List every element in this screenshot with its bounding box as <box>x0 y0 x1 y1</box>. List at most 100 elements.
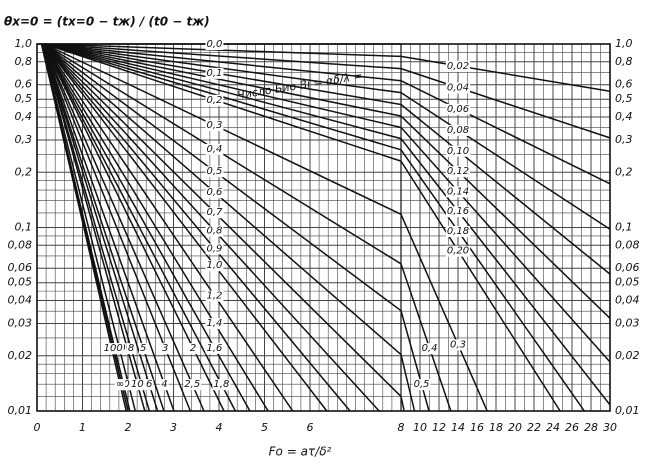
line-label: 2 <box>190 343 196 354</box>
y-tick-label: 0,04 <box>615 294 640 307</box>
series-line <box>400 103 611 275</box>
line-label-bg <box>412 379 431 391</box>
series-line <box>400 126 611 363</box>
y-tick-label: 0,3 <box>615 133 633 146</box>
line-label-bg <box>445 60 471 72</box>
line-label-bg <box>205 260 224 272</box>
series-line <box>44 43 402 129</box>
line-label-bg <box>205 243 224 255</box>
series-line <box>400 149 585 412</box>
line-label-bg <box>205 290 224 302</box>
line-label-bg <box>160 343 170 355</box>
y-tick-label: 0,05 <box>8 276 33 289</box>
line-label-bg <box>205 225 224 237</box>
series-line <box>400 310 430 412</box>
line-label-bg <box>205 318 224 330</box>
y-tick-label: 0,02 <box>615 349 640 362</box>
y-axis-label: θx=0 = (tx=0 − tж) / (t0 − tж) <box>4 15 210 29</box>
line-label-bg <box>420 343 439 355</box>
line-label: 0,5 <box>414 379 430 390</box>
y-tick-label: 0,03 <box>615 316 640 329</box>
line-label-bg <box>212 379 231 391</box>
line-label: 0,3 <box>206 120 222 131</box>
line-label: 100 <box>104 343 123 354</box>
line-label: 0,02 <box>447 61 469 72</box>
line-label-bg <box>183 379 202 391</box>
line-label: 0,14 <box>447 186 469 197</box>
x-tick-label: 12 <box>432 421 446 434</box>
line-label: 4 <box>161 379 167 390</box>
x-tick-label: 8 <box>398 421 405 434</box>
line-label: 1,0 <box>206 260 222 271</box>
line-label-bg <box>449 339 467 351</box>
line-label-bg <box>129 379 145 391</box>
series-line <box>43 43 402 398</box>
line-label: 0,8 <box>206 226 222 237</box>
y-tick-label: 0,02 <box>8 349 33 362</box>
line-label: ∞ <box>116 379 124 390</box>
line-label: 0,04 <box>447 83 469 94</box>
x-tick-label: 3 <box>170 421 177 434</box>
series-line <box>41 43 159 412</box>
line-label: 1,6 <box>206 343 222 354</box>
y-tick-label: 0,01 <box>8 404 33 417</box>
x-tick-label: 10 <box>413 421 427 434</box>
y-tick-label: 0,8 <box>615 55 633 68</box>
line-label-bg <box>205 342 224 354</box>
line-label: 0,2 <box>206 95 222 106</box>
series-line <box>43 43 351 412</box>
series-line <box>44 43 402 117</box>
y-tick-label: 0,2 <box>15 165 33 178</box>
line-label-bg <box>160 379 169 391</box>
y-tick-label: 0,5 <box>15 92 33 105</box>
x-tick-label: 16 <box>470 421 484 434</box>
line-label: 0,08 <box>447 125 469 136</box>
line-label: 0,4 <box>206 144 222 155</box>
line-label-bg <box>205 166 224 178</box>
series-line <box>43 43 402 356</box>
y-tick-label: 0,08 <box>615 238 640 251</box>
line-label: 2,5 <box>184 379 200 390</box>
line-label-bg <box>144 379 154 391</box>
x-tick-label: 26 <box>565 421 579 434</box>
line-label: 0,5 <box>206 166 222 177</box>
y-tick-label: 0,01 <box>615 404 640 417</box>
y-tick-label: 0,06 <box>615 261 640 274</box>
x-tick-label: 5 <box>261 421 268 434</box>
x-tick-label: 18 <box>489 421 503 434</box>
y-tick-label: 1,0 <box>615 37 633 50</box>
series-line <box>44 43 402 58</box>
series-line <box>43 43 328 412</box>
x-tick-label: 28 <box>584 421 598 434</box>
line-label-bg <box>102 343 124 355</box>
line-label-bg <box>205 39 224 50</box>
line-label-bg <box>445 166 471 178</box>
series-line <box>400 92 611 230</box>
line-label-bg <box>138 343 148 355</box>
y-tick-label: 0,6 <box>615 78 633 91</box>
series-line <box>44 43 402 82</box>
line-label-bg <box>445 226 471 238</box>
y-tick-label: 0,04 <box>8 294 33 307</box>
line-label: 0,18 <box>447 226 469 237</box>
x-axis-label: Fo = aτ/δ² <box>269 445 332 459</box>
y-tick-label: 0,06 <box>8 261 33 274</box>
y-tick-label: 0,03 <box>8 316 33 329</box>
x-tick-label: 6 <box>307 421 314 434</box>
line-label: 0,16 <box>447 206 469 217</box>
y-tick-label: 0,3 <box>15 133 33 146</box>
series-line <box>400 263 452 412</box>
series-line <box>43 43 402 312</box>
line-label: 10 <box>131 379 144 390</box>
x-tick-label: 14 <box>451 421 465 434</box>
line-label-bg <box>445 103 471 115</box>
line-label: 5 <box>140 343 146 354</box>
line-label: 1,2 <box>206 291 222 302</box>
line-label: 0,0 <box>206 39 222 50</box>
line-label-bg <box>205 187 224 199</box>
series-line <box>400 67 611 139</box>
series-line <box>44 43 402 140</box>
plot-frame <box>36 43 611 412</box>
y-tick-label: 0,5 <box>615 92 633 105</box>
